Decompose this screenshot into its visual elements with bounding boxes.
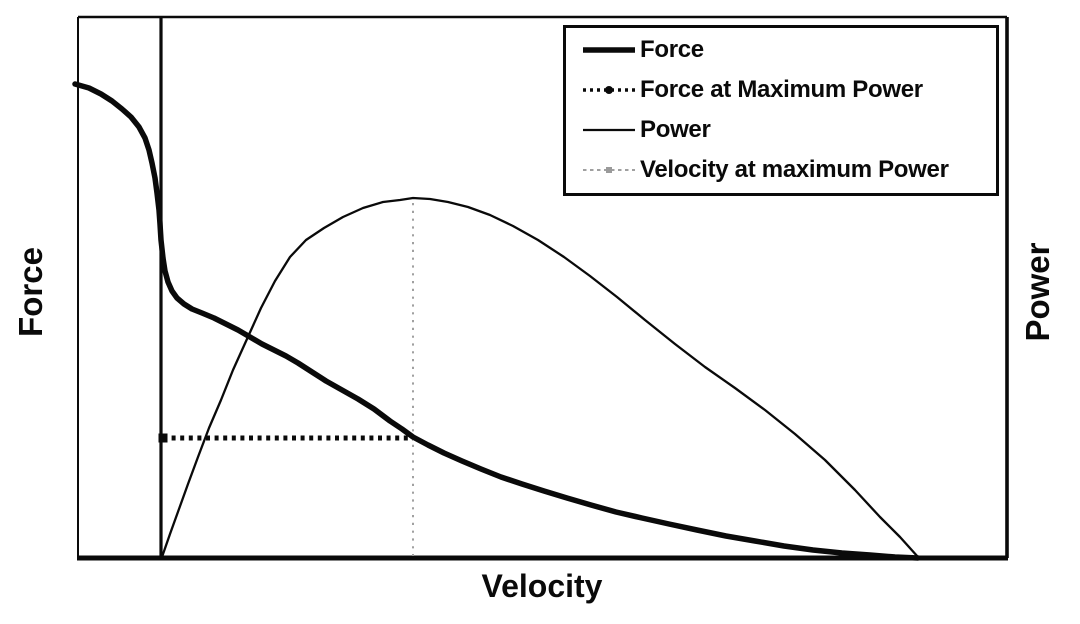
legend-box: Force Force at Maximum Power Power Veloc… [563,25,999,196]
x-axis-label: Velocity [481,568,603,604]
legend-item-velocity-at-max-power: Velocity at maximum Power [566,150,996,190]
legend-label-force-at-max-power: Force at Maximum Power [640,76,923,103]
thick-solid-line-swatch-icon [583,47,635,53]
force-curve [72,81,921,561]
legend-label-force: Force [640,36,704,63]
thin-solid-line-swatch-icon [583,128,635,132]
force-at-max-power-marker [158,433,168,443]
legend-label-velocity-at-max-power: Velocity at maximum Power [640,156,949,183]
legend-label-power: Power [640,116,711,143]
legend-item-force-at-max-power: Force at Maximum Power [566,70,996,110]
right-axis-label: Power [1019,242,1056,342]
legend-item-power: Power [566,110,996,150]
legend-item-force: Force [566,30,996,70]
dotted-line-with-marker-swatch-icon [583,86,635,94]
power-curve [160,196,920,559]
left-axis-label: Force [12,247,49,337]
gray-dashed-line-with-marker-swatch-icon [583,167,635,173]
